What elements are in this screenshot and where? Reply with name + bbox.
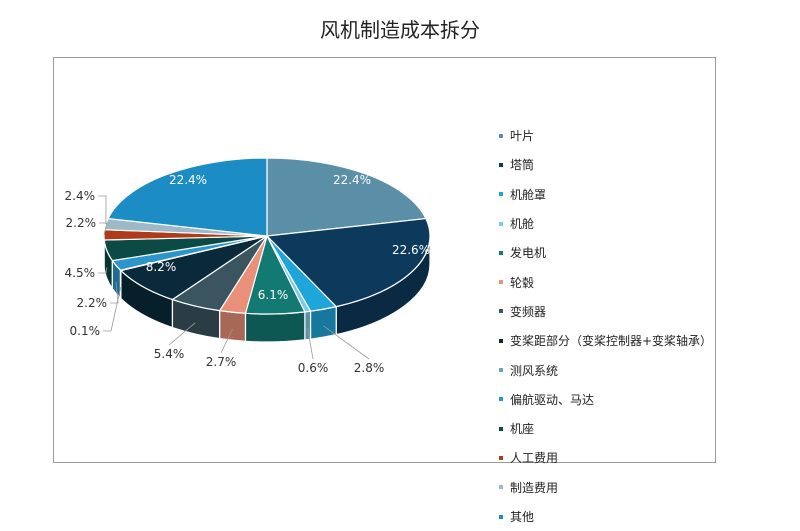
pie-slice-side-5	[220, 311, 246, 342]
pie-slice-side-3	[305, 311, 311, 340]
legend-swatch-3	[499, 222, 503, 226]
legend-entry-0: 叶片	[499, 121, 712, 150]
legend-entry-4: 发电机	[499, 238, 712, 267]
legend-label-12: 制造费用	[510, 479, 558, 496]
legend-swatch-13	[499, 515, 503, 519]
data-label-7: 8.2%	[146, 260, 177, 274]
legend-label-7: 变桨距部分（变桨控制器+变桨轴承）	[510, 332, 712, 349]
legend-entry-10: 机座	[499, 414, 712, 443]
legend-entry-2: 机舱罩	[499, 180, 712, 209]
legend-swatch-5	[499, 280, 503, 284]
data-label-11: 2.2%	[66, 216, 97, 230]
data-label-4: 6.1%	[258, 288, 289, 302]
data-label-2: 2.8%	[354, 361, 385, 375]
data-label-0: 22.4%	[333, 173, 371, 187]
legend-entry-1: 塔筒	[499, 150, 712, 179]
legend-label-6: 变频器	[510, 303, 546, 320]
legend-label-0: 叶片	[510, 127, 534, 144]
legend-entry-11: 人工费用	[499, 443, 712, 472]
pie-slice-side-4	[246, 312, 305, 342]
leader-line-12	[98, 196, 106, 224]
legend-swatch-2	[499, 192, 503, 196]
legend-entry-3: 机舱	[499, 209, 712, 238]
data-label-9: 2.2%	[77, 296, 108, 310]
data-label-1: 22.6%	[392, 243, 430, 257]
legend-entry-12: 制造费用	[499, 473, 712, 502]
legend-swatch-1	[499, 163, 503, 167]
legend-swatch-6	[499, 309, 503, 313]
legend-label-8: 测风系统	[510, 362, 558, 379]
data-label-13: 22.4%	[169, 173, 207, 187]
legend-swatch-4	[499, 251, 503, 255]
legend-swatch-12	[499, 485, 503, 489]
data-label-3: 0.6%	[298, 361, 329, 375]
legend-entry-13: 其他	[499, 502, 712, 531]
data-label-12: 2.4%	[65, 189, 96, 203]
legend-entry-8: 测风系统	[499, 355, 712, 384]
legend-label-2: 机舱罩	[510, 186, 546, 203]
legend-swatch-0	[499, 134, 503, 138]
legend-entry-5: 轮毂	[499, 267, 712, 296]
legend-label-3: 机舱	[510, 215, 534, 232]
legend-entry-9: 偏航驱动、马达	[499, 385, 712, 414]
legend-swatch-8	[499, 368, 503, 372]
legend-label-1: 塔筒	[510, 156, 534, 173]
data-label-8: 0.1%	[70, 324, 101, 338]
plot-area: 22.4% 22.6% 2.8% 0.6% 6.1% 2.7% 5.4% 8.2% 0.1% 2.…	[53, 57, 716, 463]
data-label-5: 2.7%	[206, 355, 237, 369]
legend-label-5: 轮毂	[510, 274, 534, 291]
data-label-6: 5.4%	[154, 347, 185, 361]
pie-slice-side-2	[311, 307, 337, 340]
legend-entry-6: 变频器	[499, 297, 712, 326]
legend-label-13: 其他	[510, 508, 534, 525]
legend-entry-7: 变桨距部分（变桨控制器+变桨轴承）	[499, 326, 712, 355]
data-label-10: 4.5%	[65, 266, 96, 280]
legend: 叶片塔筒机舱罩机舱发电机轮毂变频器变桨距部分（变桨控制器+变桨轴承） 测风系统偏航…	[499, 121, 712, 531]
chart-title: 风机制造成本拆分	[0, 14, 800, 43]
legend-label-9: 偏航驱动、马达	[510, 391, 594, 408]
legend-swatch-9	[499, 397, 503, 401]
legend-label-4: 发电机	[510, 244, 546, 261]
legend-swatch-7	[499, 339, 503, 343]
legend-swatch-10	[499, 427, 503, 431]
legend-label-11: 人工费用	[510, 449, 558, 466]
legend-swatch-11	[499, 456, 503, 460]
legend-label-10: 机座	[510, 420, 534, 437]
